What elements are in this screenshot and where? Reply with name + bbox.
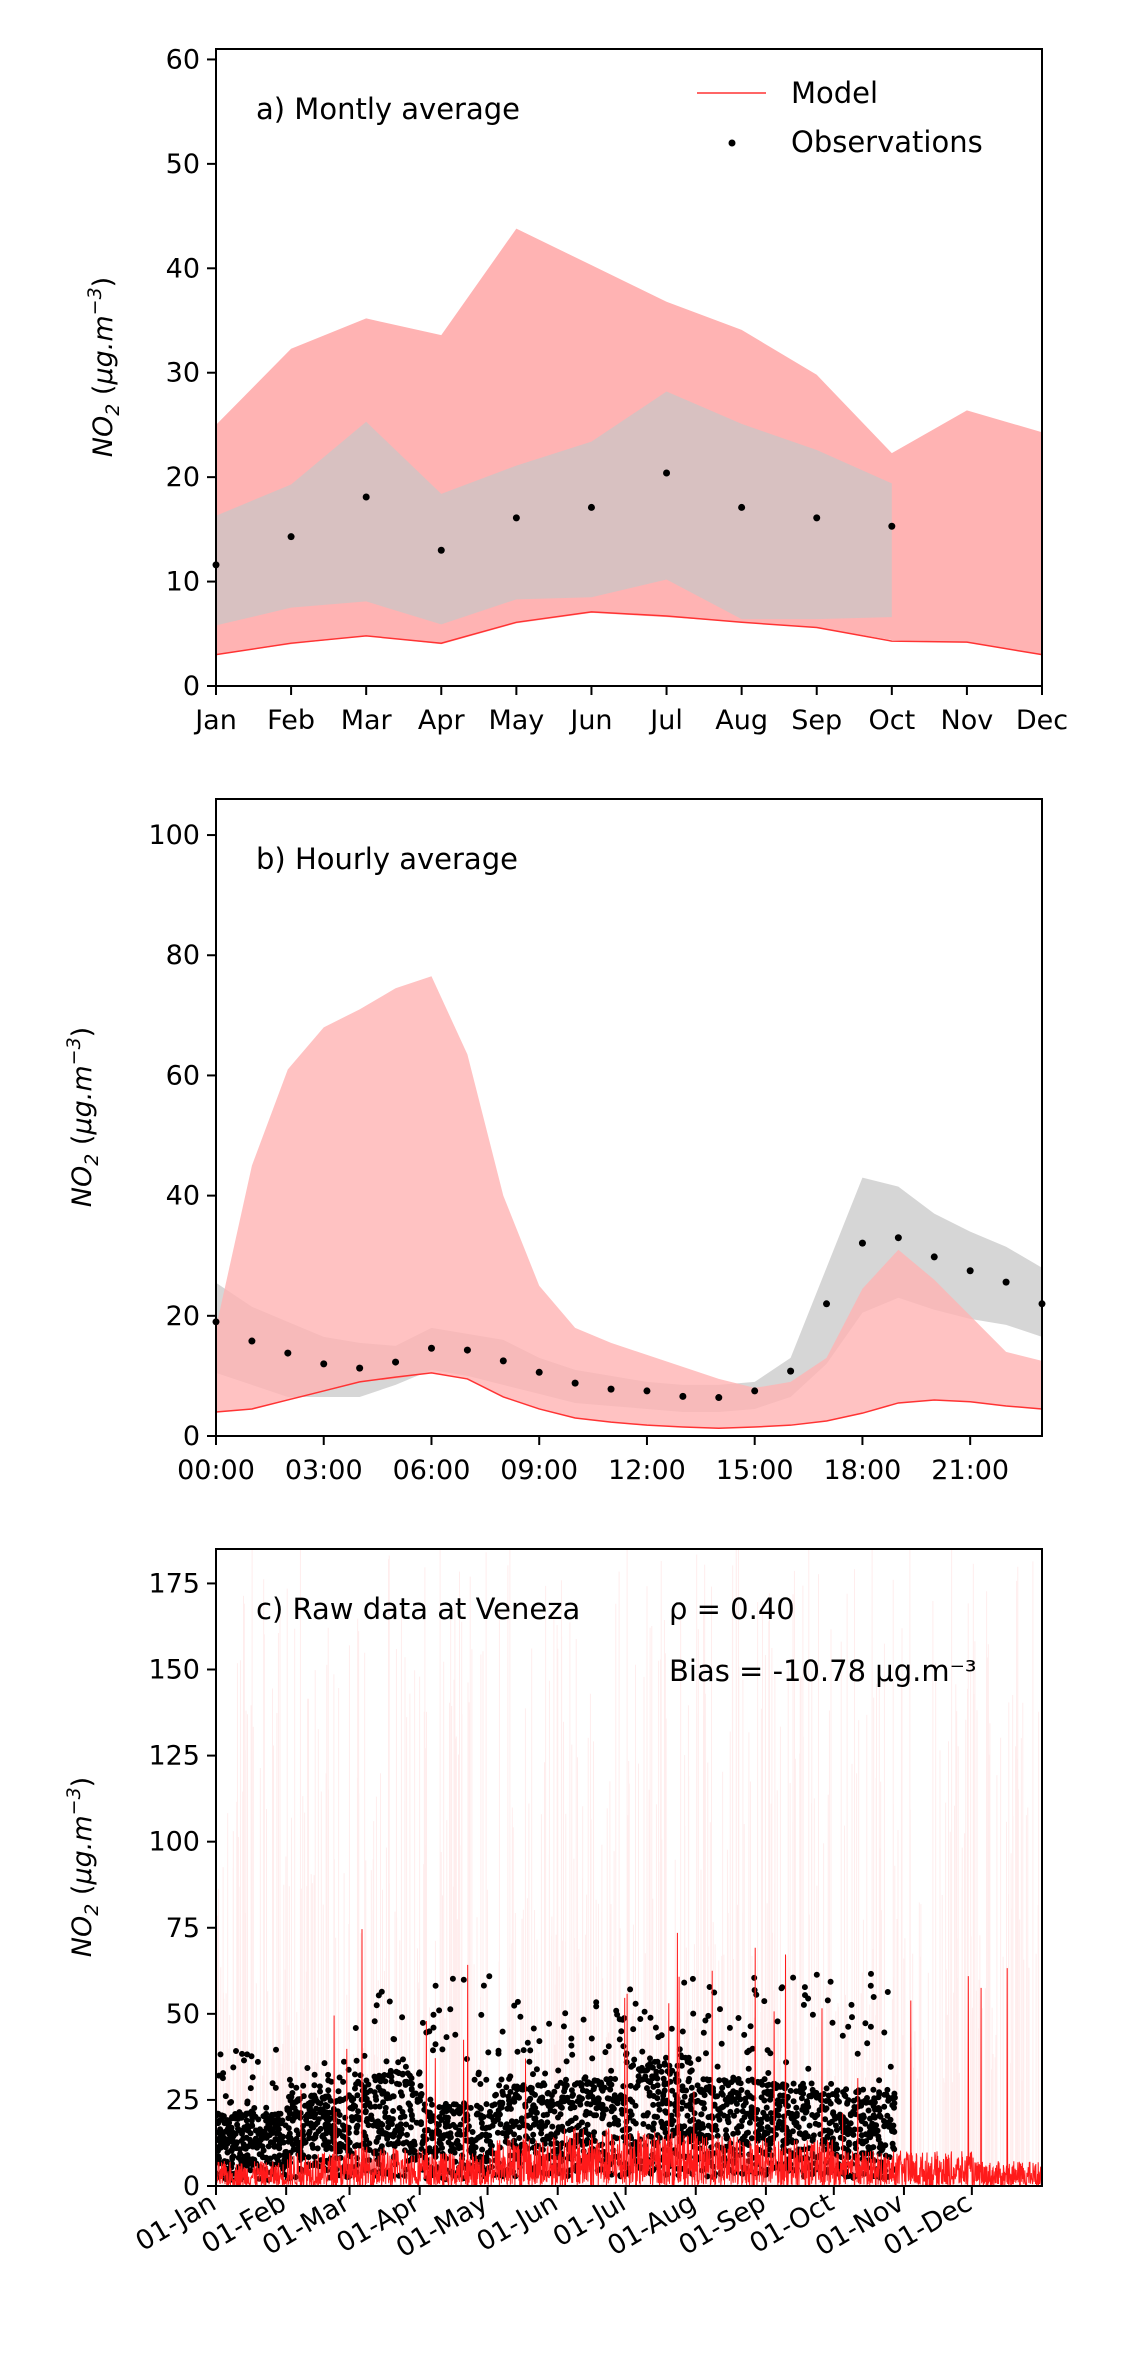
- panel-b-obs-point-2: [284, 1349, 292, 1357]
- panel-b-obs-point-13: [679, 1392, 687, 1400]
- panel-b-obs-point-8: [499, 1357, 507, 1365]
- panel-a-obs-point-4: [512, 514, 520, 522]
- panel-b-annotation: b) Hourly average: [256, 842, 518, 876]
- panel-b-model-band: [216, 976, 1042, 1429]
- panel-a-ytick-label-4: 40: [166, 253, 200, 284]
- panel-b-obs-point-9: [535, 1368, 543, 1376]
- panel-a-xtick-label-5: Jun: [568, 705, 612, 736]
- panel-b-xtick-label-7: 21:00: [931, 1455, 1009, 1486]
- panel-a-xtick-label-2: Mar: [341, 705, 393, 736]
- panel-b-obs-point-15: [751, 1387, 759, 1395]
- panel-monthly-average: 0 10 20 30 40 50 60 Jan Feb Mar Apr May Jun Jul Aug Sep…: [84, 44, 1068, 736]
- panel-raw-data: 025507510012515017501-Jan01-Feb01-Mar01-…: [63, 1548, 1043, 2264]
- panel-b-obs-point-7: [463, 1346, 471, 1354]
- panel-b-obs-point-10: [571, 1379, 579, 1387]
- panel-a-xtick-label-0: Jan: [193, 705, 237, 736]
- panel-a-xtick-label-9: Oct: [868, 705, 915, 736]
- panel-b-obs-point-14: [715, 1394, 723, 1402]
- panel-a-ytick-label-3: 30: [166, 358, 200, 389]
- panel-a-frame: [215, 48, 1043, 687]
- panel-b-xtick-label-2: 06:00: [393, 1455, 471, 1486]
- panel-b-obs-point-16: [787, 1367, 795, 1375]
- panel-b-xtick-label-4: 12:00: [608, 1455, 686, 1486]
- panel-b-obs-point-5: [392, 1358, 400, 1366]
- panel-a-obs-band: [216, 391, 892, 626]
- panel-a-xtick-label-10: Nov: [941, 705, 994, 736]
- panel-c-bias: Bias = -10.78 μg.m⁻³: [669, 1654, 977, 1688]
- panel-b-obs-point-21: [966, 1267, 974, 1275]
- panel-a-xtick-label-6: Jul: [648, 705, 683, 736]
- panel-b-xtick-label-5: 15:00: [716, 1455, 794, 1486]
- panel-a-ytick-label-1: 10: [166, 567, 200, 598]
- panel-b-frame: [215, 798, 1043, 1437]
- panel-a-obs-point-5: [587, 503, 595, 511]
- panel-c-xtick-label-5: 01-Jun: [472, 2187, 564, 2258]
- panel-b-obs-point-19: [894, 1234, 902, 1242]
- panel-c-ytick-label-1: 25: [166, 2085, 200, 2116]
- panel-c-ytick-label-5: 125: [148, 1741, 200, 1772]
- panel-b-ytick-label-4: 80: [166, 940, 200, 971]
- legend: Model Observations: [697, 76, 983, 159]
- legend-observations-swatch: [728, 139, 736, 147]
- panel-b-xtick-label-0: 00:00: [177, 1455, 255, 1486]
- panel-a-obs-point-8: [813, 514, 821, 522]
- panel-a-ytick-label-2: 20: [166, 462, 200, 493]
- panel-a-xtick-label-7: Aug: [715, 705, 768, 736]
- panel-a-obs-point-3: [437, 546, 445, 554]
- legend-observations-label: Observations: [791, 125, 983, 159]
- panel-a-xtick-label-8: Sep: [791, 705, 842, 736]
- panel-c-ytick-label-4: 100: [148, 1827, 200, 1858]
- panel-a-ytick-label-0: 0: [183, 671, 200, 702]
- panel-b-ytick-label-0: 0: [183, 1421, 200, 1452]
- panel-c-ytick-label-6: 150: [148, 1655, 200, 1686]
- panel-a-xtick-label-3: Apr: [418, 705, 466, 736]
- panel-a-ytick-label-6: 60: [166, 44, 200, 75]
- panel-b-obs-point-4: [356, 1364, 364, 1372]
- panel-c-ylabel: NO2 (μg.m−3): [63, 1777, 103, 1957]
- panel-a-xtick-label-4: May: [488, 705, 544, 736]
- panel-b-xtick-label-1: 03:00: [285, 1455, 363, 1486]
- panel-a-obs-point-7: [738, 503, 746, 511]
- panel-b-obs-point-3: [320, 1360, 328, 1368]
- panel-c-annotation: c) Raw data at Veneza: [256, 1592, 580, 1626]
- panel-a-ytick-label-5: 50: [166, 149, 200, 180]
- panel-hourly-average: 0 20 40 60 80 100 00:00 03:00 06:00 09:00 12:00 15:…: [63, 798, 1046, 1486]
- panel-c-ytick-label-7: 175: [148, 1568, 200, 1599]
- panel-b-ytick-label-1: 20: [166, 1301, 200, 1332]
- panel-a-xtick-label-11: Dec: [1016, 705, 1068, 736]
- panel-a-ylabel: NO2 (μg.m−3): [84, 277, 124, 457]
- panel-b-ytick-label-2: 40: [166, 1181, 200, 1212]
- panel-a-xtick-label-1: Feb: [267, 705, 315, 736]
- panel-a-obs-point-2: [362, 493, 370, 501]
- panel-a-obs-point-9: [888, 522, 896, 530]
- panel-b-obs-point-11: [607, 1385, 615, 1393]
- panel-b-model-line: [215, 1372, 1043, 1429]
- panel-c-frame: [215, 1548, 1043, 2187]
- panel-c-ytick-label-3: 75: [166, 1913, 200, 1944]
- panel-c-model-line: [216, 1929, 1042, 2186]
- panel-b-ytick-label-5: 100: [148, 820, 200, 851]
- panel-c-rho: ρ = 0.40: [669, 1592, 795, 1626]
- panel-b-ylabel: NO2 (μg.m−3): [63, 1027, 103, 1207]
- panel-b-obs-point-17: [823, 1300, 831, 1308]
- panel-b-obs-point-22: [1002, 1278, 1010, 1286]
- panel-b-obs-point-18: [858, 1239, 866, 1247]
- panel-b-obs-point-20: [930, 1253, 938, 1261]
- panel-c-ytick-label-2: 50: [166, 1999, 200, 2030]
- panel-b-ytick-label-3: 60: [166, 1060, 200, 1091]
- panel-c-observation-points: [216, 1970, 898, 2183]
- panel-b-obs-point-12: [643, 1387, 651, 1395]
- panel-a-annotation: a) Montly average: [256, 92, 520, 126]
- panel-a-obs-point-6: [663, 469, 671, 477]
- panel-a-obs-point-1: [287, 533, 295, 541]
- panel-b-obs-point-6: [427, 1344, 435, 1352]
- panel-b-xtick-label-3: 09:00: [500, 1455, 578, 1486]
- panel-b-obs-point-1: [248, 1337, 256, 1345]
- panel-c-ytick-label-0: 0: [183, 2171, 200, 2202]
- panel-a-model-line: [215, 611, 1043, 656]
- panel-b-xtick-label-6: 18:00: [824, 1455, 902, 1486]
- legend-model-label: Model: [791, 76, 878, 110]
